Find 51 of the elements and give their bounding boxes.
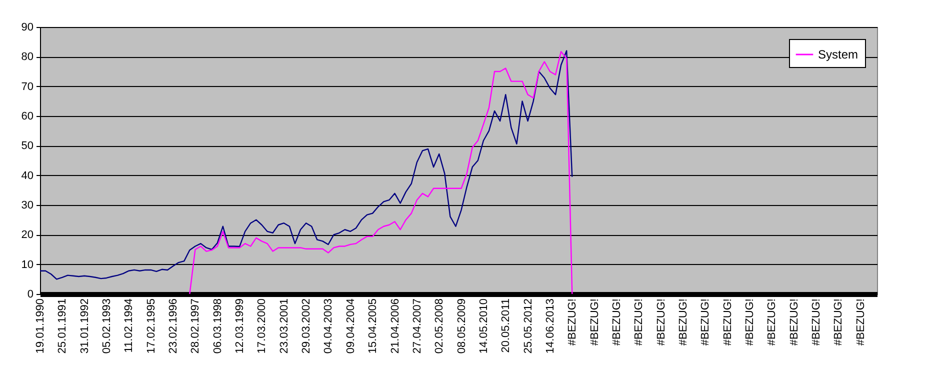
x-tick-label: 25.05.2012 [522, 298, 534, 354]
x-tick-label: #BEZUG! [588, 298, 601, 346]
x-tick-label: 25.01.1991 [56, 298, 69, 354]
legend-label: System [818, 48, 858, 62]
x-tick-label: #BEZUG! [566, 298, 579, 346]
x-tick-label: 12.03.1999 [234, 298, 246, 354]
x-tick-label: 15.04.2005 [367, 298, 380, 354]
y-tick-label: 90 [21, 22, 34, 34]
x-tick-label: 11.02.1994 [123, 298, 136, 353]
x-tick-label: 05.02.1993 [101, 298, 114, 354]
x-tick-label: #BEZUG! [655, 298, 668, 346]
x-tick-label: 31.01.1992 [78, 298, 91, 354]
y-tick-label: 10 [21, 258, 34, 271]
x-tick-label: 20.05.2011 [500, 298, 512, 353]
x-tick-label: #BEZUG! [677, 298, 690, 346]
x-tick-label: #BEZUG! [854, 298, 867, 346]
x-tick-label: 14.06.2013 [544, 298, 556, 354]
x-tick-label: #BEZUG! [744, 298, 756, 346]
x-tick-label: 14.05.2010 [478, 298, 490, 354]
x-tick-label: 17.03.2000 [256, 298, 268, 354]
x-tick-label: #BEZUG! [700, 298, 712, 346]
x-tick-label: 21.04.2006 [389, 298, 402, 354]
x-tick-label: #BEZUG! [810, 298, 823, 346]
x-tick-label: #BEZUG! [766, 298, 778, 346]
y-tick-label: 70 [21, 80, 34, 93]
x-tick-label: #BEZUG! [722, 298, 734, 346]
x-tick-label: 19.01.1990 [34, 298, 46, 354]
y-tick-label: 80 [21, 51, 34, 64]
y-tick-label: 20 [21, 229, 34, 242]
x-tick-label: 27.04.2007 [411, 298, 424, 354]
x-tick-label: 23.03.2001 [278, 298, 290, 354]
line-series [189, 51, 573, 295]
x-tick-label: 29.03.2002 [300, 298, 313, 354]
x-tick-label: 08.05.2009 [456, 298, 468, 354]
x-tick-label: #BEZUG! [788, 298, 800, 346]
y-tick-label: 30 [21, 200, 34, 212]
x-tick-label: 28.02.1997 [190, 298, 202, 354]
y-tick-label: 60 [21, 110, 34, 122]
x-tick-label: 09.04.2004 [344, 298, 357, 354]
x-tick-label: #BEZUG! [633, 298, 646, 346]
x-tick-label: 06.03.1998 [212, 298, 224, 354]
x-tick-label: #BEZUG! [610, 298, 623, 346]
x-tick-label: 02.05.2008 [434, 298, 446, 354]
line-series [39, 50, 573, 280]
x-tick-label: 23.02.1996 [168, 298, 180, 354]
y-tick-label: 0 [27, 288, 34, 300]
y-tick-label: 50 [21, 140, 34, 152]
y-tick-label: 40 [21, 170, 34, 182]
x-tick-label: 17.02.1995 [145, 298, 158, 354]
x-tick-label: #BEZUG! [832, 298, 845, 346]
x-tick-label: 04.04.2003 [322, 298, 335, 354]
